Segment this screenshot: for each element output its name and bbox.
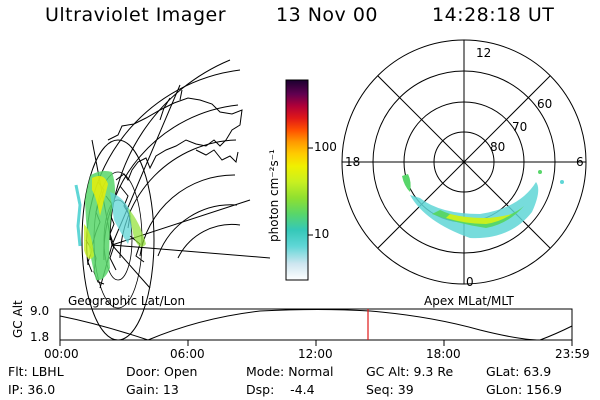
mlt-label-12: 12 — [476, 46, 492, 60]
timeline-xtick-1800: 18:00 — [426, 347, 461, 361]
timeline-frame — [59, 308, 573, 341]
timeline-xtick-1200: 12:00 — [298, 347, 333, 361]
timeline-ylabel: GC Alt — [11, 300, 25, 338]
longitude-lines — [91, 84, 271, 289]
colorbar — [285, 79, 309, 281]
info-door: Door: Open — [126, 364, 198, 379]
gc-alt-axis-label: GC Alt — [11, 300, 25, 338]
polar-aurora — [402, 170, 564, 239]
info-glat: GLat: 63.9 — [486, 364, 552, 379]
mlt-label-18: 18 — [345, 155, 361, 169]
polar-plot — [341, 39, 587, 285]
left-aurora-edge — [74, 184, 82, 247]
colorbar-ticks — [308, 147, 313, 236]
gc-altitude-curve — [59, 309, 573, 341]
lat-label-80: 80 — [490, 140, 506, 154]
time-label: 14:28:18 UT — [432, 4, 555, 26]
date-label: 13 Nov 00 — [276, 4, 379, 26]
colorbar-tick-100: 100 — [314, 140, 337, 154]
info-ip: IP: 36.0 — [8, 382, 56, 397]
info-filter: Flt: LBHL — [8, 364, 64, 379]
colorbar-unit-label: photon cm⁻²s⁻¹ — [267, 149, 281, 242]
mlt-diag-2 — [377, 75, 551, 249]
timeline-xtick-2359: 23:59 — [555, 347, 590, 361]
info-dsp: Dsp: -4.4 — [246, 382, 315, 397]
polar-caption: Apex MLat/MLT — [424, 294, 514, 308]
lat-label-60: 60 — [537, 97, 553, 111]
timeline-xtick-0600: 06:00 — [170, 347, 205, 361]
info-seq: Seq: 39 — [366, 382, 414, 397]
info-glon: GLon: 156.9 — [486, 382, 562, 397]
instrument-title: Ultraviolet Imager — [45, 4, 227, 26]
info-gc-alt: GC Alt: 9.3 Re — [366, 364, 454, 379]
mlt-label-6: 6 — [576, 155, 584, 169]
mlt-label-0: 0 — [466, 275, 474, 289]
info-gain: Gain: 13 — [126, 382, 179, 397]
timeline-xtick-0000: 00:00 — [44, 347, 79, 361]
timeline-plot — [59, 308, 573, 346]
timeline-ytick-1.8: 1.8 — [30, 330, 50, 344]
colorbar-tick-10: 10 — [314, 227, 330, 241]
left-aurora — [84, 171, 146, 281]
geographic-caption: Geographic Lat/Lon — [68, 294, 186, 308]
colorbar-unit: photon cm⁻²s⁻¹ — [267, 149, 281, 242]
info-mode: Mode: Normal — [246, 364, 334, 379]
lat-label-70: 70 — [512, 120, 528, 134]
timeline-ytick-9: 9.0 — [30, 304, 50, 318]
